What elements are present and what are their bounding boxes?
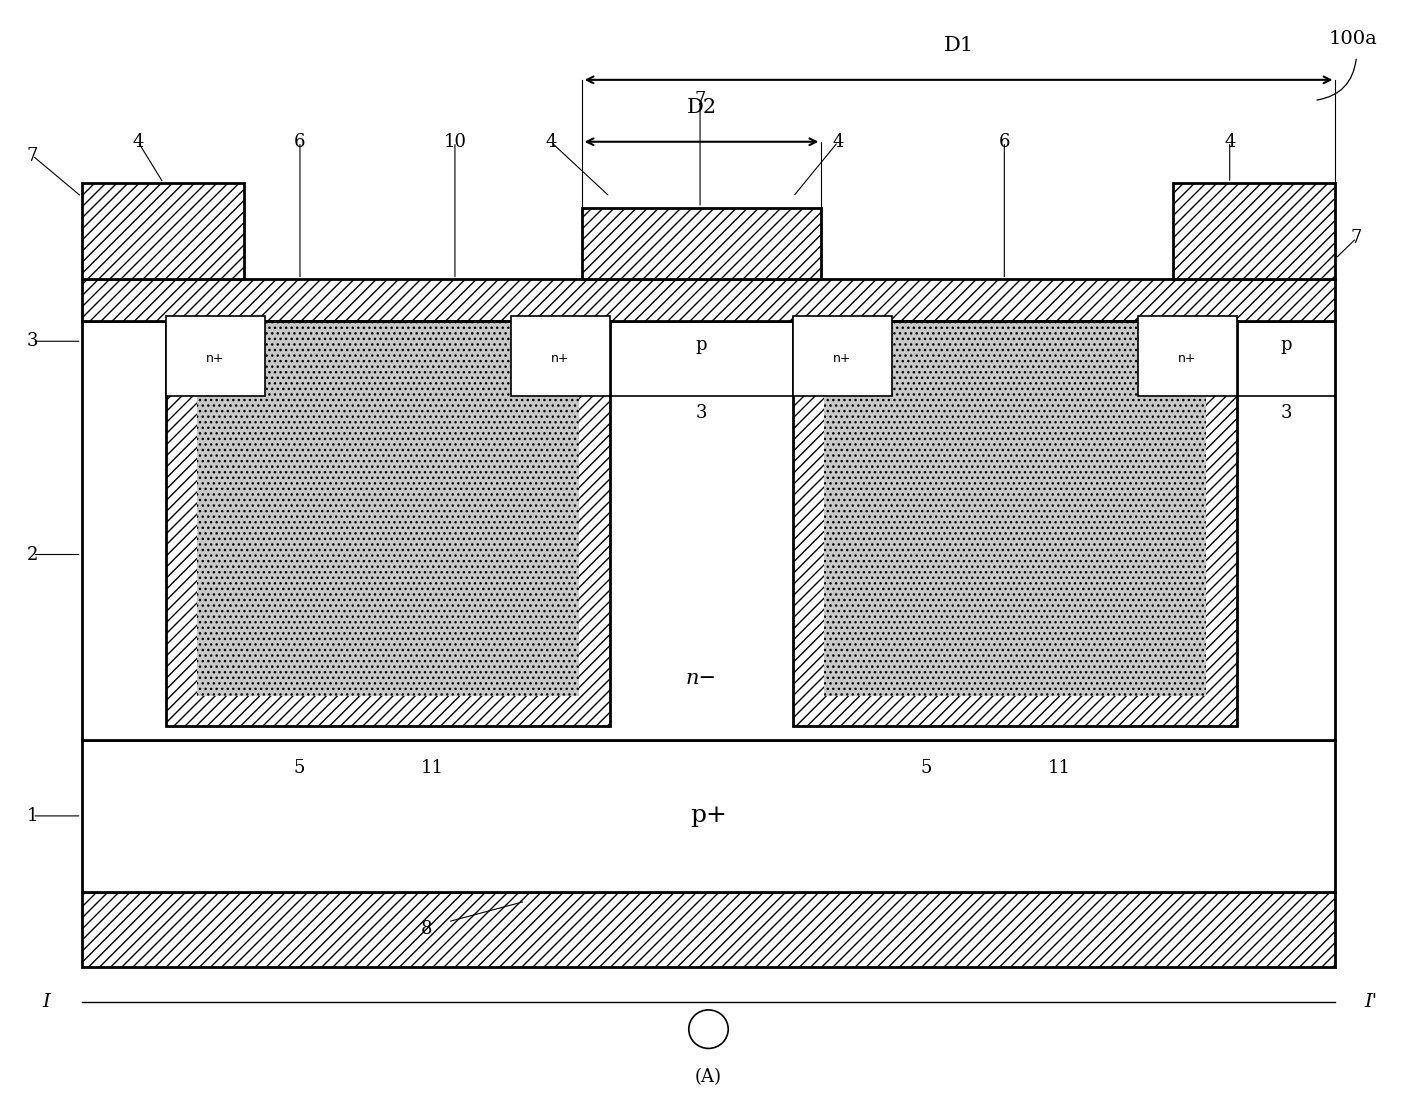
Text: 7: 7 xyxy=(27,146,38,164)
Text: D2: D2 xyxy=(686,98,717,116)
Bar xyxy=(1173,183,1335,279)
Text: 5: 5 xyxy=(921,759,932,776)
Bar xyxy=(1206,396,1237,726)
Text: n+: n+ xyxy=(1178,352,1197,365)
Bar xyxy=(166,321,609,726)
Text: n+: n+ xyxy=(833,352,852,365)
Bar xyxy=(197,321,580,696)
Text: (A): (A) xyxy=(694,1068,723,1087)
Text: I: I xyxy=(43,993,50,1010)
Text: 4: 4 xyxy=(832,133,843,151)
Bar xyxy=(82,183,244,279)
Text: p: p xyxy=(696,336,707,354)
Text: 2: 2 xyxy=(27,546,38,563)
Text: 4: 4 xyxy=(132,133,143,151)
Text: 10: 10 xyxy=(444,133,466,151)
Text: 6: 6 xyxy=(999,133,1010,151)
Bar xyxy=(794,316,891,396)
Text: 8: 8 xyxy=(421,919,432,938)
Bar xyxy=(794,396,825,726)
Text: 3: 3 xyxy=(696,405,707,423)
Text: 6: 6 xyxy=(295,133,306,151)
Bar xyxy=(82,740,1335,892)
Bar xyxy=(166,396,197,726)
Text: 4: 4 xyxy=(546,133,557,151)
Text: 100a: 100a xyxy=(1329,30,1377,48)
Text: D1: D1 xyxy=(944,37,973,55)
Bar xyxy=(82,892,1335,967)
Text: p: p xyxy=(1281,336,1292,354)
Text: 7: 7 xyxy=(694,91,706,110)
Bar xyxy=(82,321,1335,740)
Bar xyxy=(166,696,609,726)
Bar xyxy=(794,321,1237,726)
Text: 1: 1 xyxy=(27,807,38,825)
Text: 7: 7 xyxy=(1350,230,1362,247)
Bar xyxy=(1138,316,1237,396)
Bar xyxy=(82,279,1335,321)
Bar xyxy=(512,316,609,396)
Bar xyxy=(794,696,1237,726)
Text: 11: 11 xyxy=(1047,759,1071,776)
Text: p+: p+ xyxy=(690,804,727,827)
Text: n−: n− xyxy=(686,669,717,688)
Text: 3: 3 xyxy=(27,333,38,350)
Bar xyxy=(825,321,1206,696)
Text: n+: n+ xyxy=(551,352,570,365)
Text: 5: 5 xyxy=(293,759,305,776)
Bar xyxy=(166,316,265,396)
Text: 11: 11 xyxy=(421,759,444,776)
Text: 4: 4 xyxy=(1224,133,1236,151)
Text: I': I' xyxy=(1365,993,1377,1010)
Text: n+: n+ xyxy=(207,352,225,365)
Bar xyxy=(582,207,822,279)
Bar xyxy=(580,396,609,726)
Text: 3: 3 xyxy=(1281,405,1292,423)
